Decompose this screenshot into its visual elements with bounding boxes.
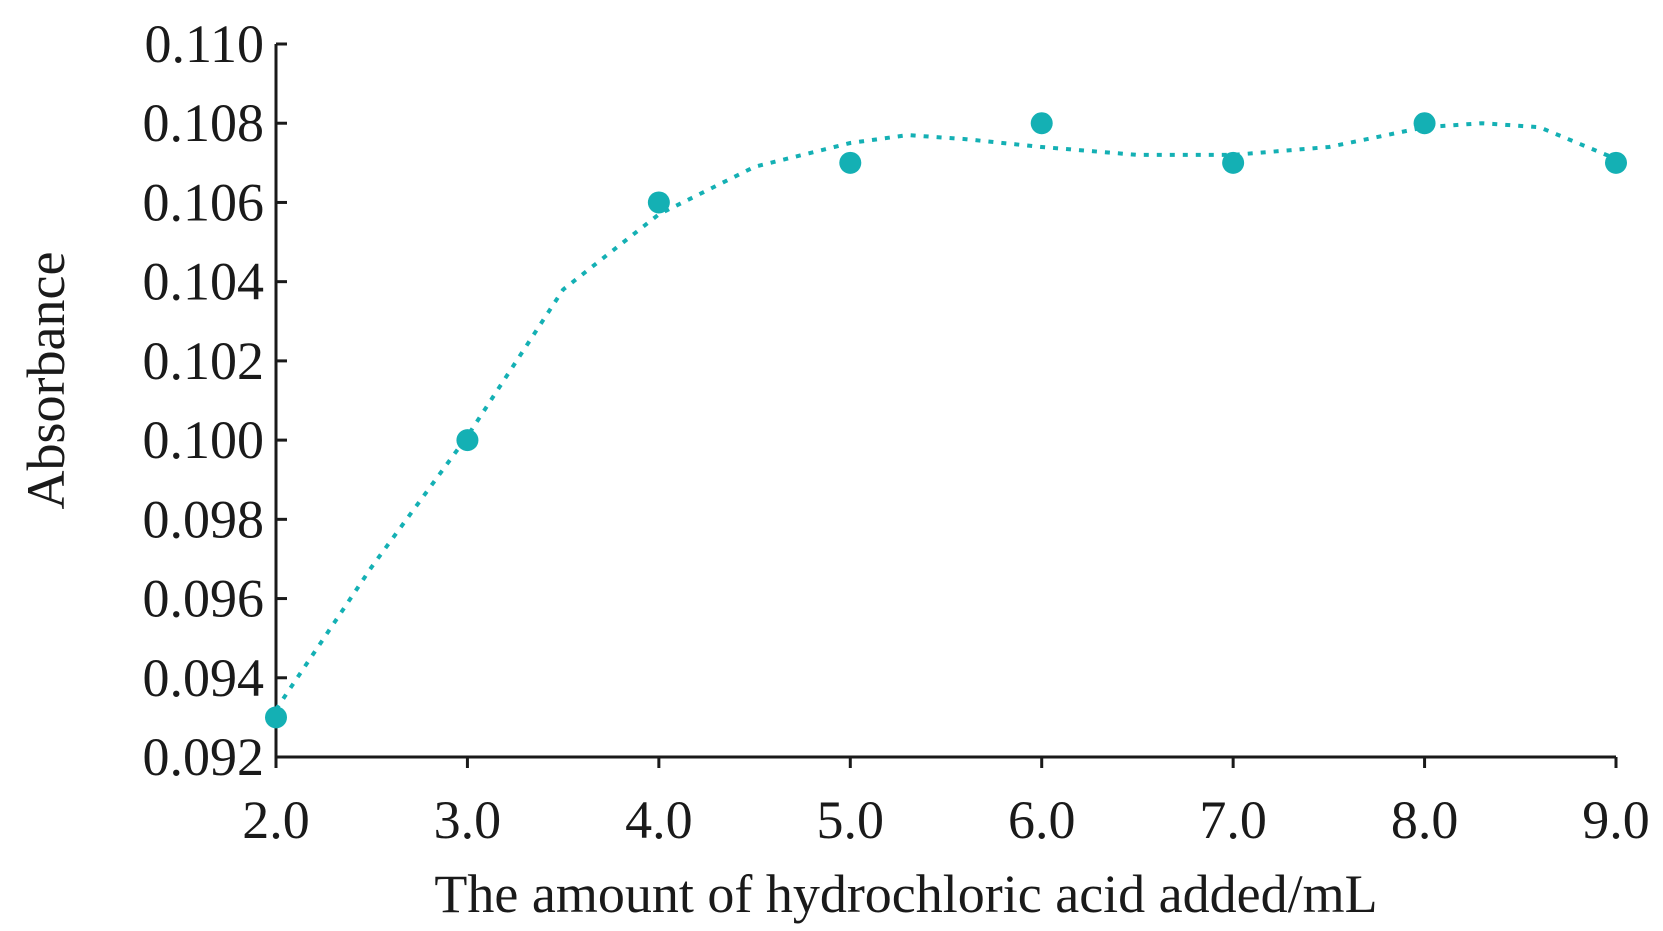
y-tick-label: 0.102 (143, 331, 265, 391)
y-axis-title: Absorbance (16, 252, 76, 510)
data-point (647, 191, 670, 214)
data-points-layer (265, 112, 1627, 729)
y-tick-label: 0.106 (143, 172, 265, 232)
data-point (1222, 151, 1245, 174)
trend-line (274, 121, 1617, 711)
y-tick-label: 0.094 (143, 648, 265, 708)
labels-layer: 0.092 0.094 0.096 0.098 0.100 0.102 0.104 0.106… (16, 14, 1650, 924)
x-tick-label: 7.0 (1199, 790, 1267, 850)
x-tick-label: 4.0 (625, 790, 693, 850)
data-point (1605, 151, 1627, 174)
axes (274, 42, 1618, 768)
data-point (456, 429, 479, 452)
y-tick-label: 0.098 (143, 489, 265, 549)
x-tick-label: 2.0 (242, 790, 310, 850)
data-point (839, 151, 862, 174)
y-tick-label: 0.108 (143, 93, 265, 153)
x-tick-label: 9.0 (1582, 790, 1650, 850)
x-tick-label: 6.0 (1008, 790, 1076, 850)
x-tick-label: 5.0 (817, 790, 885, 850)
y-tick-label: 0.110 (145, 14, 265, 74)
y-tick-label: 0.092 (143, 727, 265, 787)
data-point (1413, 112, 1436, 135)
y-tick-label: 0.096 (143, 569, 265, 629)
x-tick-label: 8.0 (1391, 790, 1459, 850)
y-tick-label: 0.104 (143, 252, 265, 312)
y-tick-label: 0.100 (143, 410, 265, 470)
x-axis-title: The amount of hydrochloric acid added/mL (434, 864, 1377, 924)
trend-line-layer (274, 121, 1617, 711)
data-point (265, 706, 287, 729)
data-point (1030, 112, 1053, 135)
x-tick-label: 3.0 (434, 790, 502, 850)
